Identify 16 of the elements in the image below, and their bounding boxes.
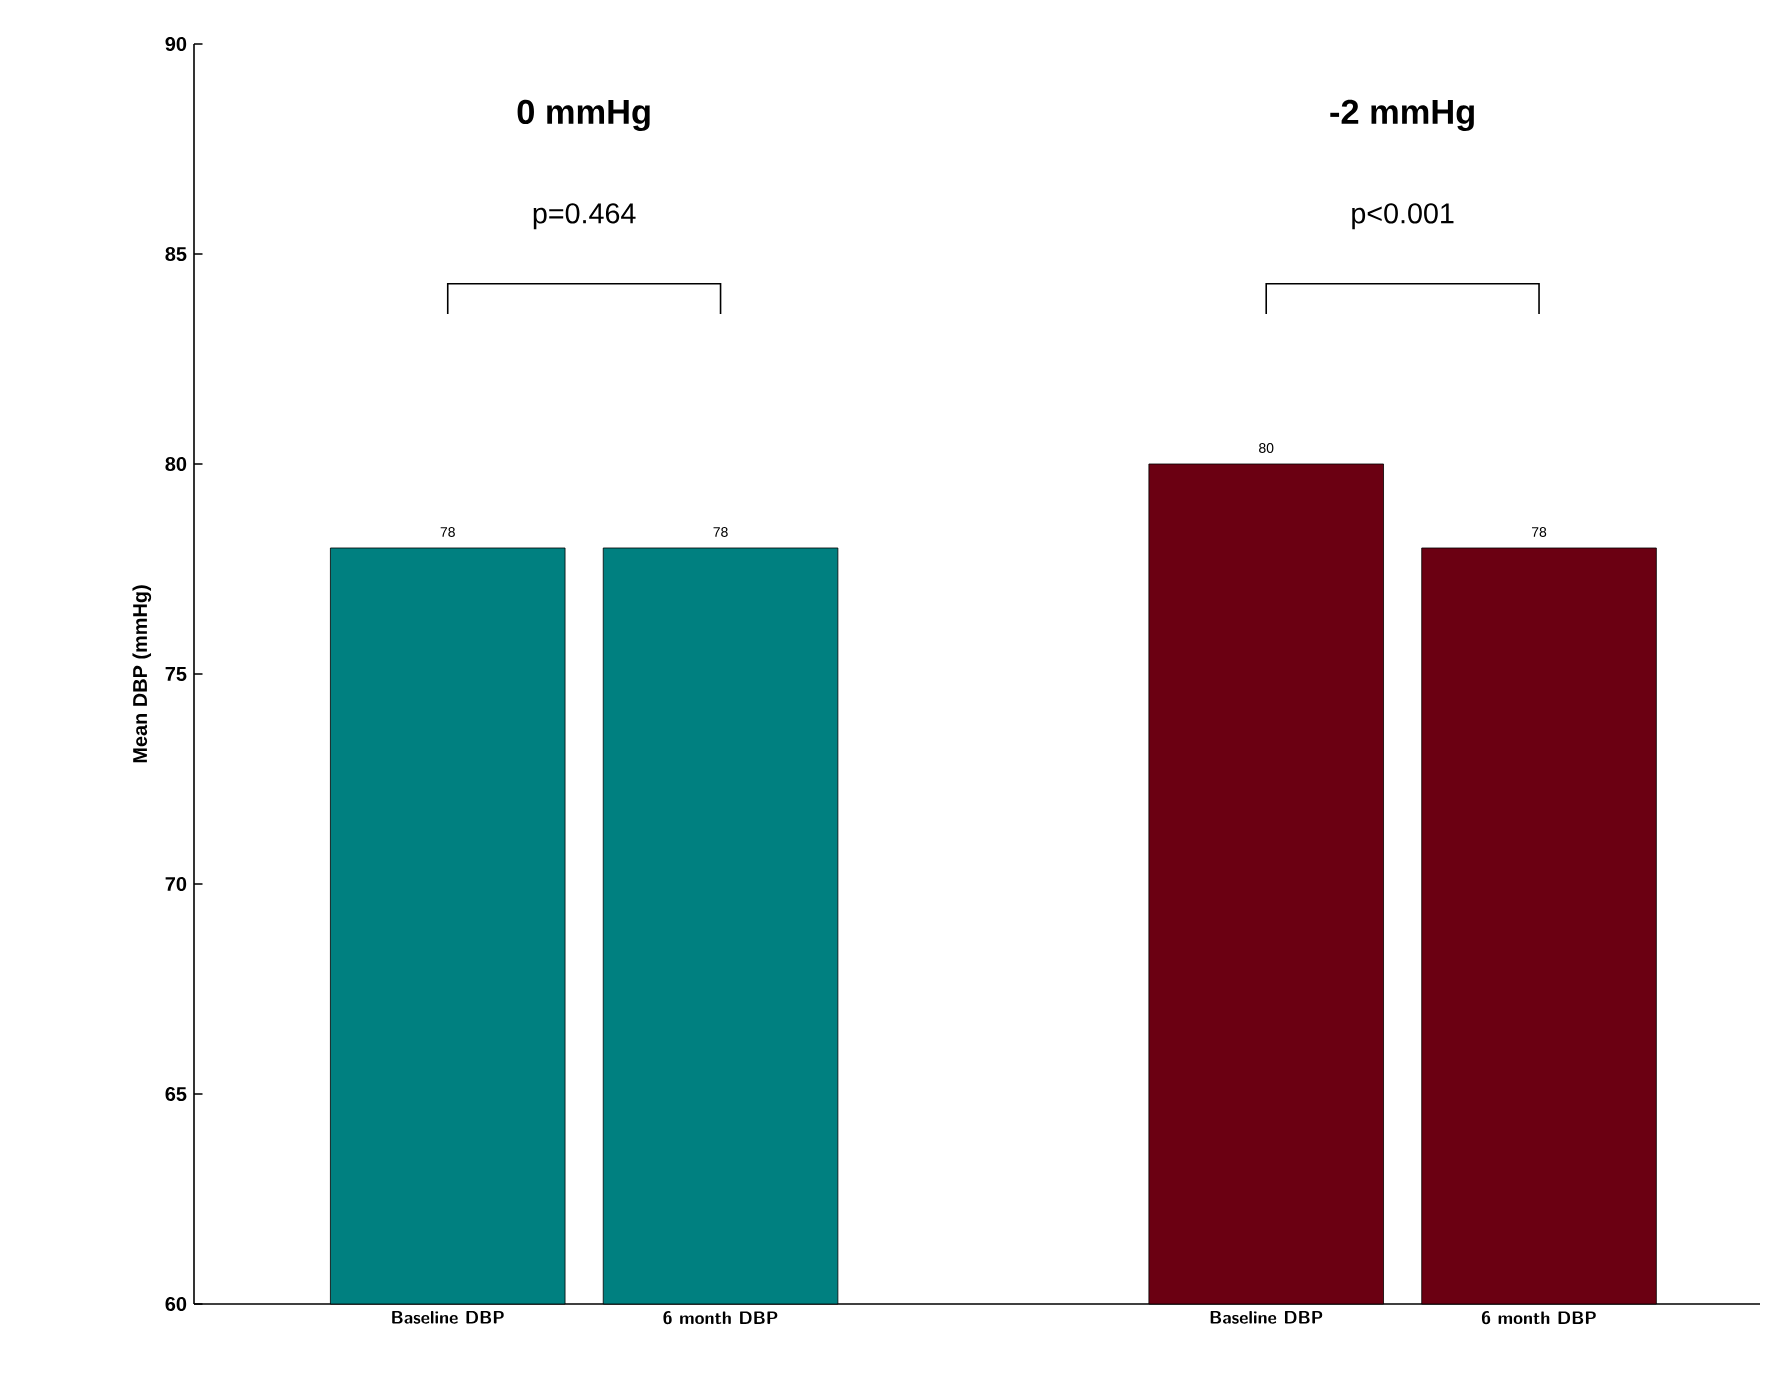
y-tick-label: 85: [165, 246, 187, 262]
y-tick-label: 90: [165, 36, 187, 52]
y-tick-label: 65: [165, 1086, 187, 1102]
annotation: p<0.001: [1352, 203, 1454, 230]
annotation: 0 mmHg: [517, 99, 650, 132]
y-tick-label: 80: [165, 456, 187, 472]
x-tick-label: Baseline DBP: [1210, 1311, 1323, 1324]
y-tick-label: 70: [165, 876, 187, 892]
annotation: -2 mmHg: [1330, 99, 1474, 132]
y-tick-label: 75: [165, 667, 187, 681]
annotation: p=0.464: [533, 203, 636, 230]
x-tick-label: 6 month DBP: [1481, 1311, 1596, 1325]
x-tick-label: 6 month DBP: [663, 1311, 778, 1325]
x-tick-label: Baseline DBP: [392, 1311, 504, 1324]
y-tick-label: 60: [165, 1296, 187, 1312]
y-axis-title: Mean DBP (mmHg): [132, 585, 152, 763]
